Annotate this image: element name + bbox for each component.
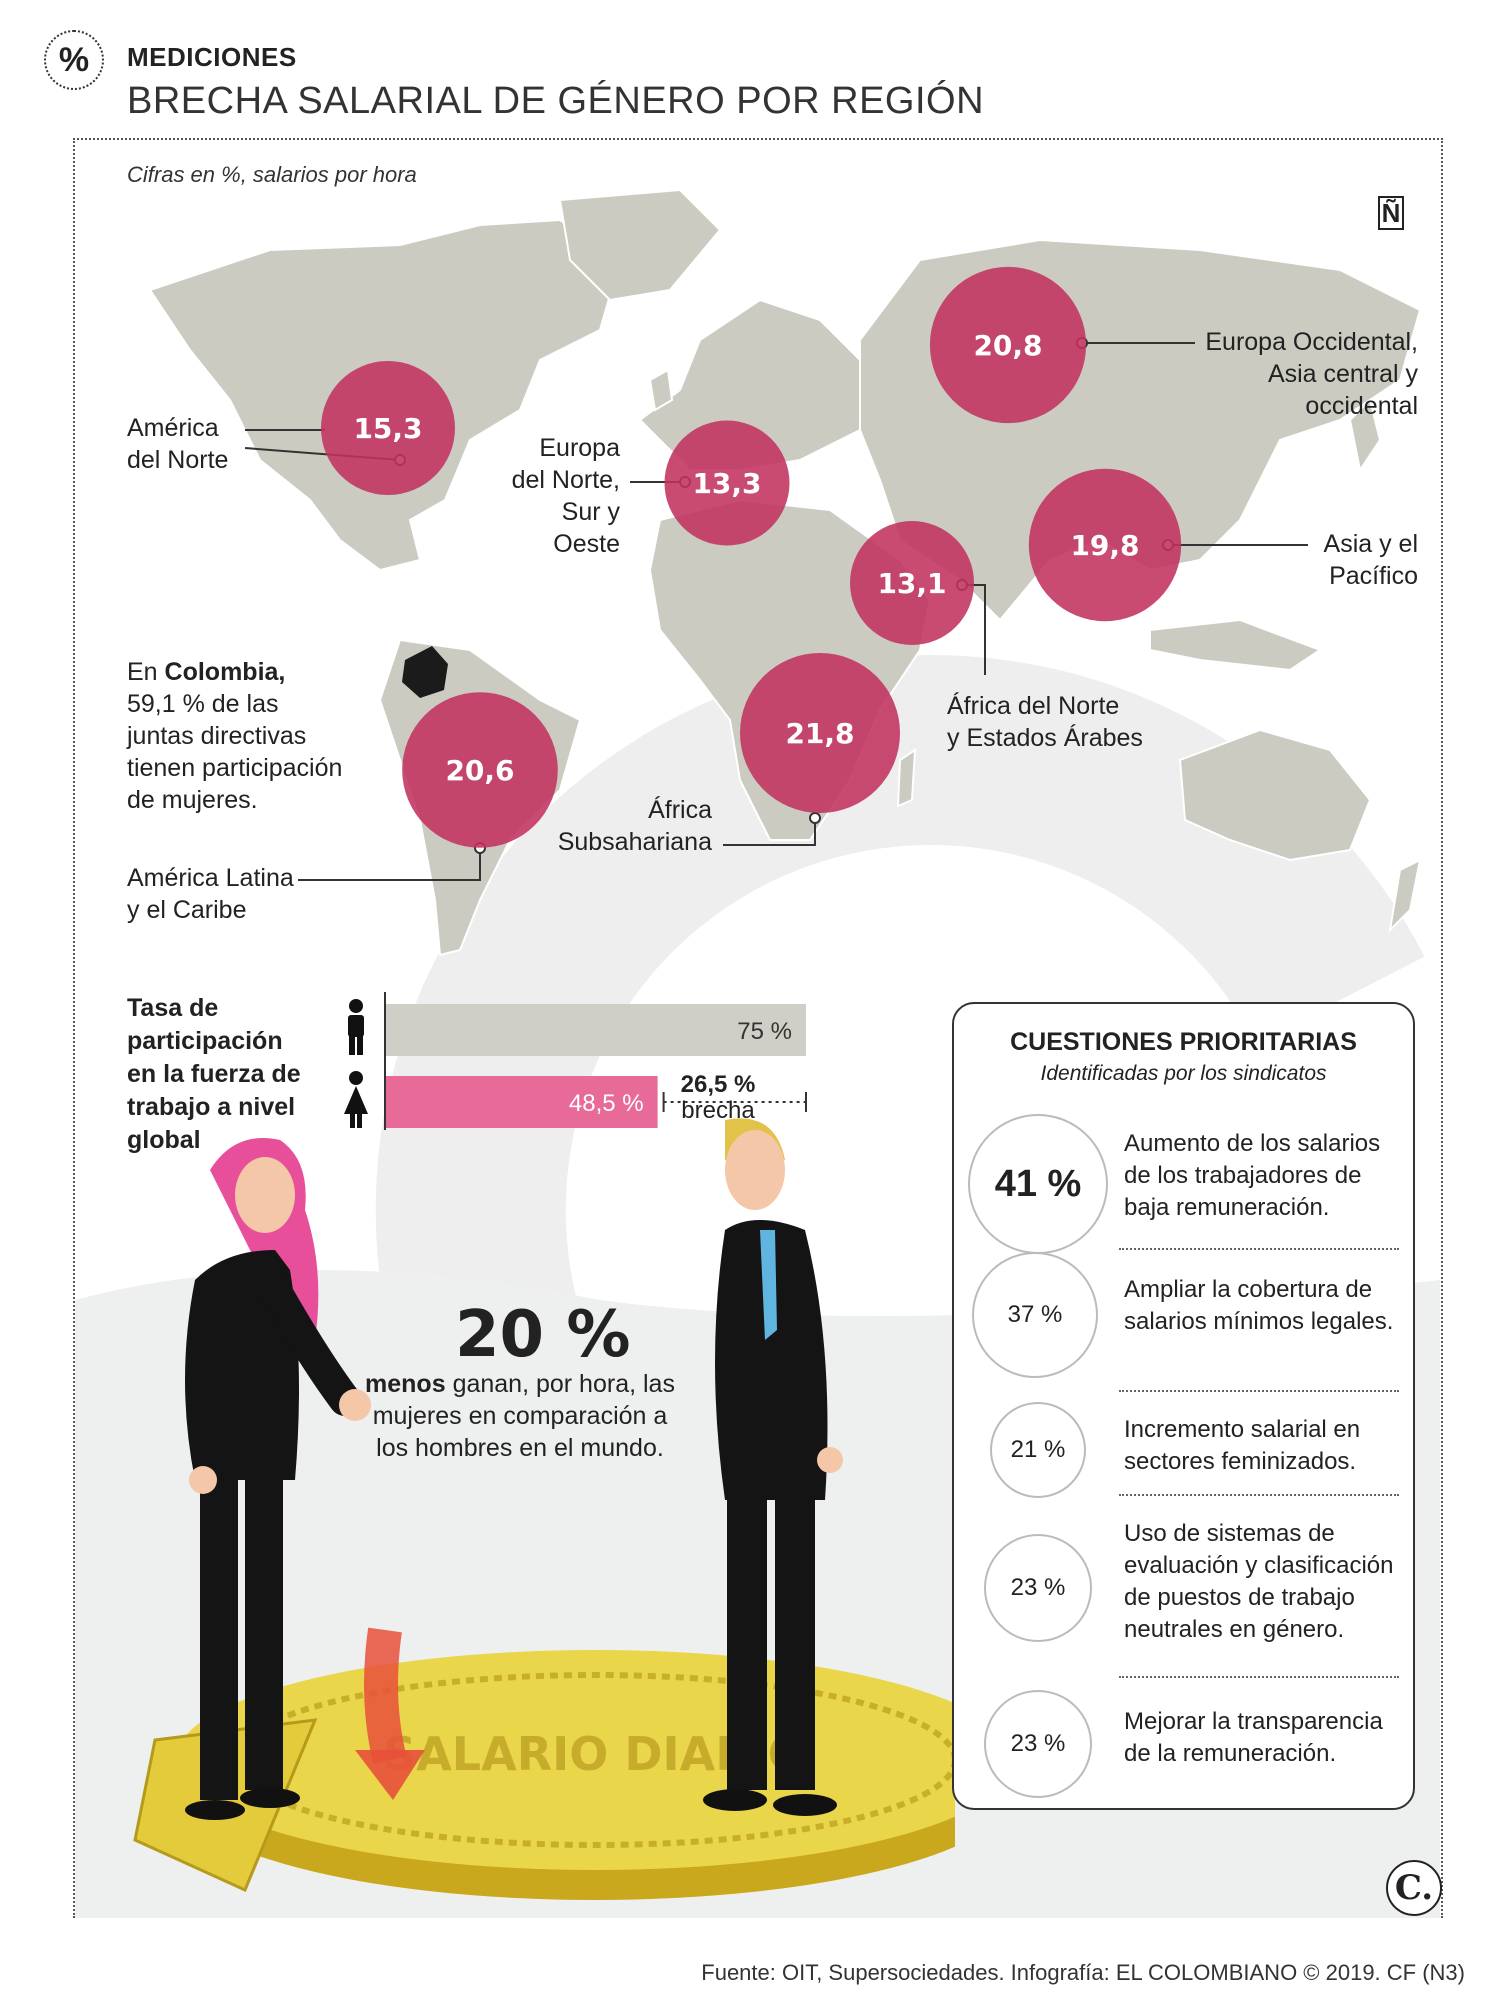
n-logo-icon: Ñ [1378,196,1404,230]
label-asia-pacific: Asia y el Pacífico [1323,530,1418,590]
panel-title: CUESTIONES PRIORITARIAS [1010,1028,1357,1056]
label-latam: América Latina y el Caribe [127,864,294,924]
labor-bar-value-0: 75 % [737,1018,792,1045]
bubble-value-6: 20,6 [445,754,514,787]
label-subsaharan: África Subsahariana [557,796,712,856]
man-icon [348,999,364,1055]
bubble-2 [929,266,1087,424]
labor-bar-0 [386,1004,806,1056]
madagascar-shape [896,748,917,808]
down-arrow-icon [364,1627,407,1765]
callout-text: menos ganan, por hora, las mujeres en co… [365,1370,675,1462]
bubble-3 [1028,468,1182,622]
bubble-value-3: 19,8 [1070,529,1139,562]
labor-bar-1 [386,1076,658,1128]
greenland-shape [558,188,722,302]
man-figure [703,1118,843,1816]
colombia-note: En Colombia, 59,1 % de las juntas direct… [127,658,343,814]
source-note: Fuente: OIT, Supersociedades. Infografía… [701,1960,1465,1985]
woman-icon [344,1071,368,1128]
labor-bar-chart: 75 % 48,5 % [344,992,807,1130]
label-north-america: América del Norte [127,414,229,474]
uk-shape [648,368,674,412]
bubble-value-1: 13,3 [692,467,761,500]
callout-value: 20 % [455,1298,631,1372]
bubble-4 [850,521,974,645]
page-title: BRECHA SALARIAL DE GÉNERO POR REGIÓN [127,80,985,122]
australia-shape [1178,728,1372,862]
labor-bar-value-1: 48,5 % [569,1090,644,1117]
new-zealand-shape [1388,858,1422,933]
bubble-1 [664,420,790,546]
label-west-europe-asia: Europa Occidental, Asia central y occident… [1205,328,1418,420]
illustration: SALARIO DIARIO [133,1118,955,1900]
leader-subsaharan [723,818,816,846]
percent-icon: % [44,30,104,90]
bubble-value-4: 13,1 [877,567,946,600]
japan-shape [1348,398,1382,473]
bubble-6 [402,692,558,848]
woman-figure [185,1138,371,1820]
labor-title: Tasa de participación en la fuerza de traba… [127,994,301,1154]
section-kicker: MEDICIONES [127,42,297,72]
panel-subtitle: Identificadas por los sindicatos [1040,1062,1327,1085]
bubble-value-5: 21,8 [785,717,854,750]
label-north-africa: África del Norte y Estados Árabes [947,692,1143,752]
gap-annotation: 26,5 % brecha [680,1071,756,1124]
priorities-panel: CUESTIONES PRIORITARIAS Identificadas po… [952,1002,1415,1810]
el-colombiano-logo-icon: C. [1386,1860,1442,1916]
map-subtitle: Cifras en %, salarios por hora [127,162,417,187]
bubble-layer: 15,3 13,3 20,8 19,8 13,1 21,8 20,6 [321,266,1182,848]
bubble-value-0: 15,3 [353,412,422,445]
label-north-europe: Europa del Norte, Sur y Oeste [511,434,620,558]
world-map: 15,3 13,3 20,8 19,8 13,1 21,8 20,6 [148,188,1422,957]
leader-latam [298,848,481,881]
content-frame [73,138,1443,1918]
indonesia-shape [1149,618,1323,672]
bubble-5 [740,653,900,813]
bubble-0 [321,361,455,495]
colombia-shape [402,646,448,698]
bubble-value-2: 20,8 [973,329,1042,362]
